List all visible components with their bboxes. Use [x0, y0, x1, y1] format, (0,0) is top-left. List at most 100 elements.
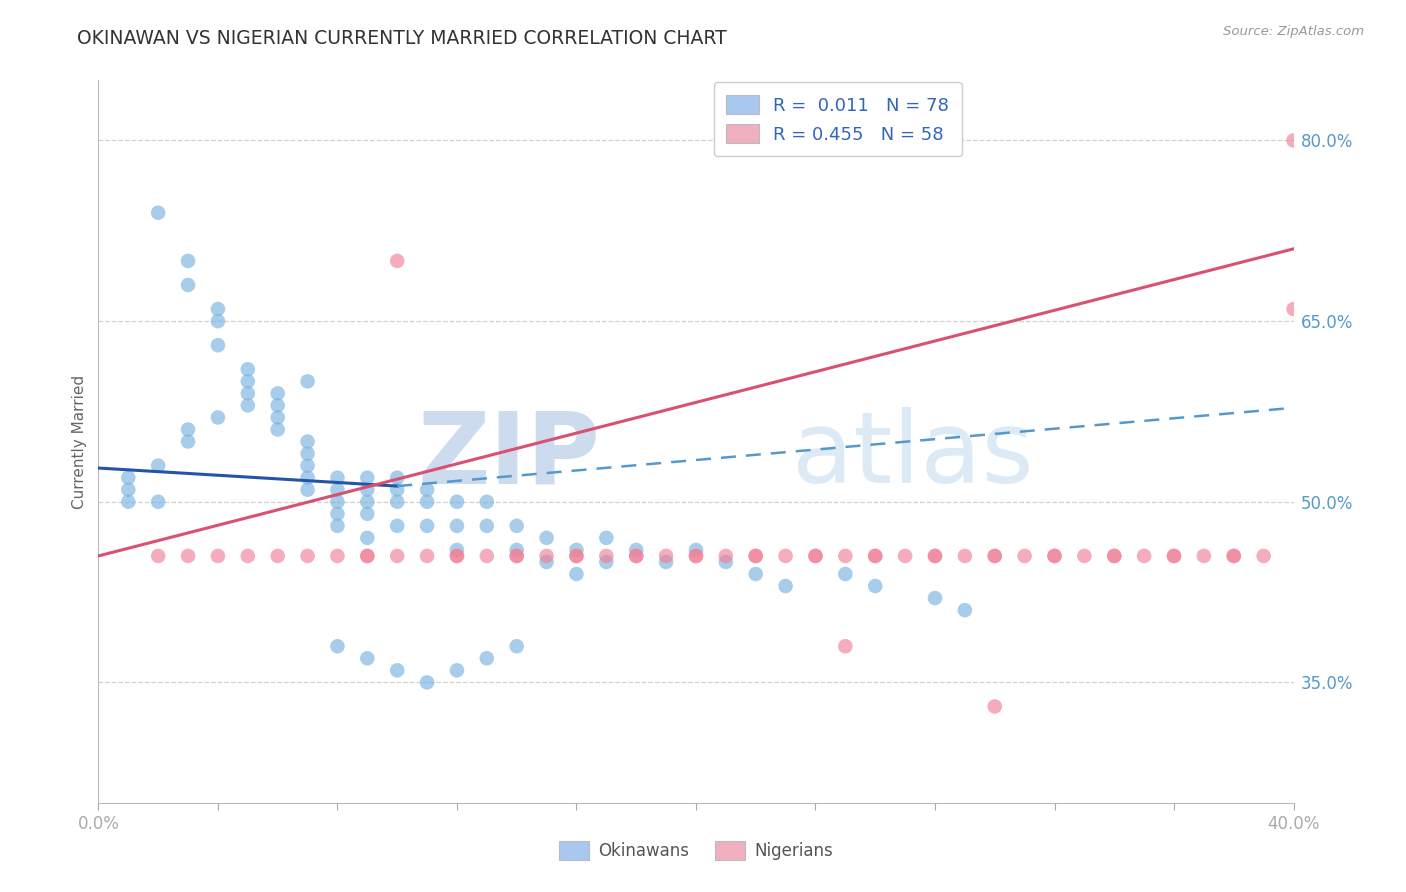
Point	[356, 483, 378, 497]
Point	[565, 549, 588, 563]
Point	[475, 651, 498, 665]
Point	[506, 639, 529, 653]
Point	[177, 549, 200, 563]
Point	[1253, 549, 1275, 563]
Point	[385, 253, 409, 268]
Point	[416, 549, 439, 563]
Point	[1043, 549, 1066, 563]
Point	[236, 386, 259, 401]
Point	[356, 549, 378, 563]
Point	[326, 494, 349, 508]
Point	[326, 507, 349, 521]
Point	[267, 549, 290, 563]
Point	[506, 519, 529, 533]
Point	[1192, 549, 1215, 563]
Point	[804, 549, 827, 563]
Point	[267, 422, 290, 436]
Point	[326, 549, 349, 563]
Point	[326, 470, 349, 484]
Point	[446, 664, 468, 678]
Point	[714, 555, 737, 569]
Point	[207, 314, 229, 328]
Point	[148, 205, 170, 219]
Point	[416, 483, 439, 497]
Point	[865, 549, 887, 563]
Point	[326, 483, 349, 497]
Point	[207, 301, 229, 317]
Point	[236, 549, 259, 563]
Point	[385, 519, 409, 533]
Point	[207, 410, 229, 425]
Point	[446, 549, 468, 563]
Point	[326, 519, 349, 533]
Point	[865, 549, 887, 563]
Point	[745, 549, 768, 563]
Point	[953, 603, 976, 617]
Point	[506, 549, 529, 563]
Point	[1282, 133, 1305, 147]
Point	[1014, 549, 1036, 563]
Point	[475, 549, 498, 563]
Point	[356, 507, 378, 521]
Point	[117, 470, 139, 484]
Point	[745, 567, 768, 582]
Point	[865, 579, 887, 593]
Point	[148, 494, 170, 508]
Point	[984, 549, 1007, 563]
Point	[685, 549, 707, 563]
Point	[1163, 549, 1185, 563]
Point	[297, 434, 319, 449]
Point	[745, 549, 768, 563]
Point	[385, 494, 409, 508]
Point	[356, 470, 378, 484]
Point	[536, 549, 558, 563]
Point	[267, 410, 290, 425]
Point	[236, 398, 259, 412]
Point	[804, 549, 827, 563]
Point	[595, 531, 617, 545]
Point	[236, 375, 259, 389]
Point	[775, 549, 797, 563]
Point	[117, 483, 139, 497]
Point	[207, 338, 229, 352]
Point	[475, 494, 498, 508]
Point	[356, 494, 378, 508]
Point	[924, 549, 946, 563]
Point	[924, 549, 946, 563]
Point	[177, 422, 200, 436]
Point	[834, 567, 856, 582]
Text: atlas: atlas	[792, 408, 1033, 505]
Point	[1163, 549, 1185, 563]
Point	[297, 470, 319, 484]
Point	[984, 699, 1007, 714]
Point	[446, 542, 468, 557]
Legend: Okinawans, Nigerians: Okinawans, Nigerians	[553, 835, 839, 867]
Point	[506, 549, 529, 563]
Point	[1073, 549, 1095, 563]
Point	[1133, 549, 1156, 563]
Point	[446, 549, 468, 563]
Point	[565, 567, 588, 582]
Point	[356, 651, 378, 665]
Point	[655, 549, 678, 563]
Point	[565, 542, 588, 557]
Point	[685, 549, 707, 563]
Point	[834, 639, 856, 653]
Point	[416, 494, 439, 508]
Point	[565, 549, 588, 563]
Point	[297, 549, 319, 563]
Point	[953, 549, 976, 563]
Point	[297, 458, 319, 473]
Point	[207, 549, 229, 563]
Point	[626, 549, 648, 563]
Point	[1223, 549, 1246, 563]
Point	[1223, 549, 1246, 563]
Point	[326, 639, 349, 653]
Point	[1282, 301, 1305, 317]
Point	[595, 555, 617, 569]
Point	[595, 549, 617, 563]
Point	[984, 549, 1007, 563]
Text: Source: ZipAtlas.com: Source: ZipAtlas.com	[1223, 25, 1364, 38]
Point	[385, 549, 409, 563]
Point	[177, 434, 200, 449]
